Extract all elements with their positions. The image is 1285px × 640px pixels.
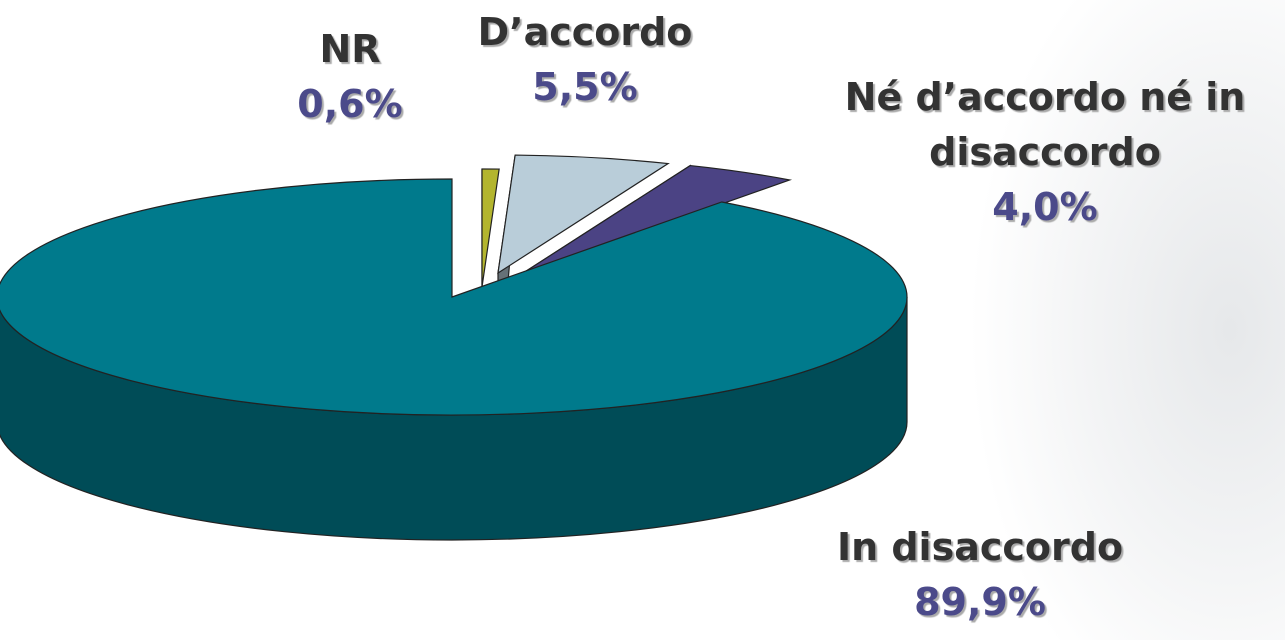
slice-label: Né d’accordo né in disaccordo	[844, 75, 1246, 175]
slice-label: NR	[319, 27, 381, 71]
slice	[0, 178, 908, 416]
slice-label: In disaccordo	[836, 525, 1124, 569]
slice	[519, 164, 793, 276]
slice	[497, 154, 670, 275]
value-label: 0,6%	[297, 82, 403, 126]
value-label: 89,9%	[914, 580, 1046, 624]
value-label: 5,5%	[532, 65, 638, 109]
value-label: 4,0%	[992, 185, 1098, 229]
slice	[481, 168, 500, 288]
slice-label: D’accordo	[477, 10, 693, 54]
